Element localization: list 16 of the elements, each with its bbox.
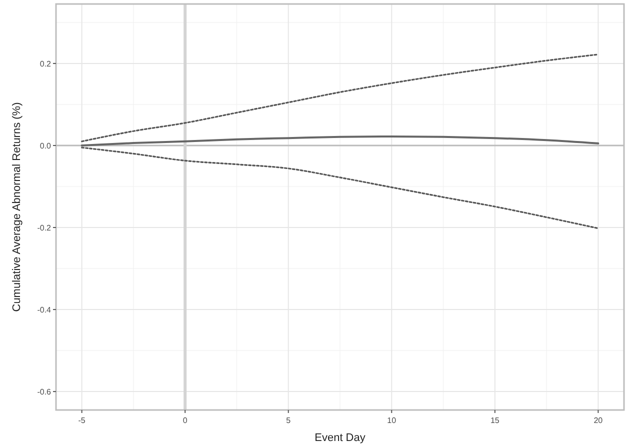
line-series [80, 135, 600, 146]
y-tick-label: 0.2 [40, 59, 52, 68]
x-tick-label: 15 [490, 416, 500, 425]
y-tick-label: -0.2 [37, 224, 52, 233]
x-tick-label: 20 [594, 416, 604, 425]
y-axis-title: Cumulative Average Abnormal Returns (%) [11, 102, 23, 312]
line-series [81, 146, 599, 230]
x-axis-title: Event Day [314, 432, 366, 444]
y-tick-label: -0.4 [37, 306, 52, 315]
x-tick-label: -5 [78, 416, 86, 425]
x-tick-label: 5 [286, 416, 292, 425]
x-tick-label: 0 [182, 416, 188, 425]
y-tick-label: -0.6 [37, 388, 52, 397]
x-tick-label: 10 [387, 416, 397, 425]
line-series [81, 54, 599, 142]
y-tick-label: 0.0 [40, 141, 52, 150]
